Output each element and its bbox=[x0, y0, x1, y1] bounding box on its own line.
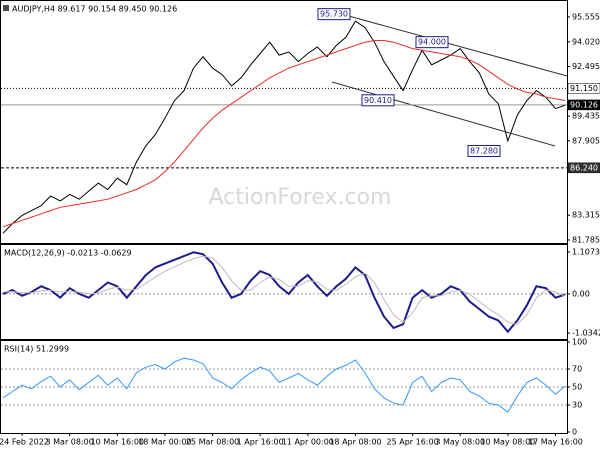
annotation-box bbox=[317, 8, 351, 21]
y-tick-label: 94.020 bbox=[572, 37, 600, 46]
x-tick-label: 1 Apr 16:00 bbox=[237, 438, 284, 447]
annotation-label: 94.000 bbox=[418, 38, 446, 47]
annotation-label: 87.280 bbox=[470, 146, 498, 155]
y-tick-label: 100 bbox=[572, 338, 587, 347]
annotation-label: 90.410 bbox=[364, 96, 392, 105]
level-label: 91.150 bbox=[570, 84, 598, 93]
panel-frame bbox=[0, 0, 568, 244]
y-tick-label: -1.0342 bbox=[572, 329, 600, 338]
level-box bbox=[567, 99, 600, 111]
x-tick-label: 3 May 08:00 bbox=[435, 438, 485, 447]
x-tick-label: 24 Feb 2022 bbox=[0, 438, 49, 447]
level-box bbox=[567, 162, 600, 174]
x-tick-label: 10 May 08:00 bbox=[480, 438, 535, 447]
x-tick-label: 18 Mar 00:00 bbox=[138, 438, 191, 447]
panel-title: AUDJPY,H4 89.617 90.154 89.450 90.126 bbox=[12, 5, 177, 14]
watermark: ActionForex.com bbox=[209, 185, 392, 210]
x-tick-label: 10 Mar 16:00 bbox=[91, 438, 144, 447]
series-line bbox=[2, 20, 566, 234]
y-tick-label: 95.555 bbox=[572, 12, 600, 21]
x-tick-label: 25 Mar 08:00 bbox=[186, 438, 239, 447]
y-tick-label: 83.315 bbox=[572, 211, 600, 220]
series-line bbox=[2, 251, 566, 334]
series-line bbox=[2, 255, 566, 325]
annotation-box bbox=[415, 36, 449, 49]
series-line bbox=[2, 40, 566, 228]
channel-lower bbox=[331, 81, 556, 147]
x-tick-label: 25 Apr 16:00 bbox=[387, 438, 439, 447]
y-tick-label: 50 bbox=[572, 383, 582, 392]
x-tick-label: 11 Apr 00:00 bbox=[282, 438, 334, 447]
annotation-box bbox=[361, 94, 395, 107]
level-box bbox=[567, 83, 600, 94]
annotation-box bbox=[467, 144, 501, 157]
level-label: 86.240 bbox=[570, 163, 598, 172]
annotation-label: 95.730 bbox=[320, 10, 348, 19]
x-tick-label: 18 Apr 08:00 bbox=[329, 438, 381, 447]
panel-title: RSI(14) 51.2999 bbox=[4, 345, 69, 354]
y-tick-label: 1.1073 bbox=[572, 248, 600, 257]
y-tick-label: 81.785 bbox=[572, 235, 600, 244]
channel-upper bbox=[333, 11, 568, 77]
y-tick-label: 30 bbox=[572, 401, 582, 410]
x-tick-label: 17 May 16:00 bbox=[528, 438, 583, 447]
y-tick-label: 0 bbox=[572, 428, 577, 437]
panel-title: MACD(12,26,9) -0.0213 -0.0629 bbox=[4, 249, 132, 258]
x-tick-label: 3 Mar 08:00 bbox=[46, 438, 94, 447]
y-tick-label: 87.905 bbox=[572, 136, 600, 145]
y-tick-label: 92.495 bbox=[572, 62, 600, 71]
y-tick-label: 0.00 bbox=[572, 289, 590, 298]
symbol-icon bbox=[3, 5, 9, 11]
y-tick-label: 89.435 bbox=[572, 112, 600, 121]
level-label: 90.126 bbox=[570, 100, 598, 109]
series-line bbox=[2, 357, 566, 413]
panel-frame bbox=[0, 244, 568, 340]
y-tick-label: 70 bbox=[572, 365, 582, 374]
